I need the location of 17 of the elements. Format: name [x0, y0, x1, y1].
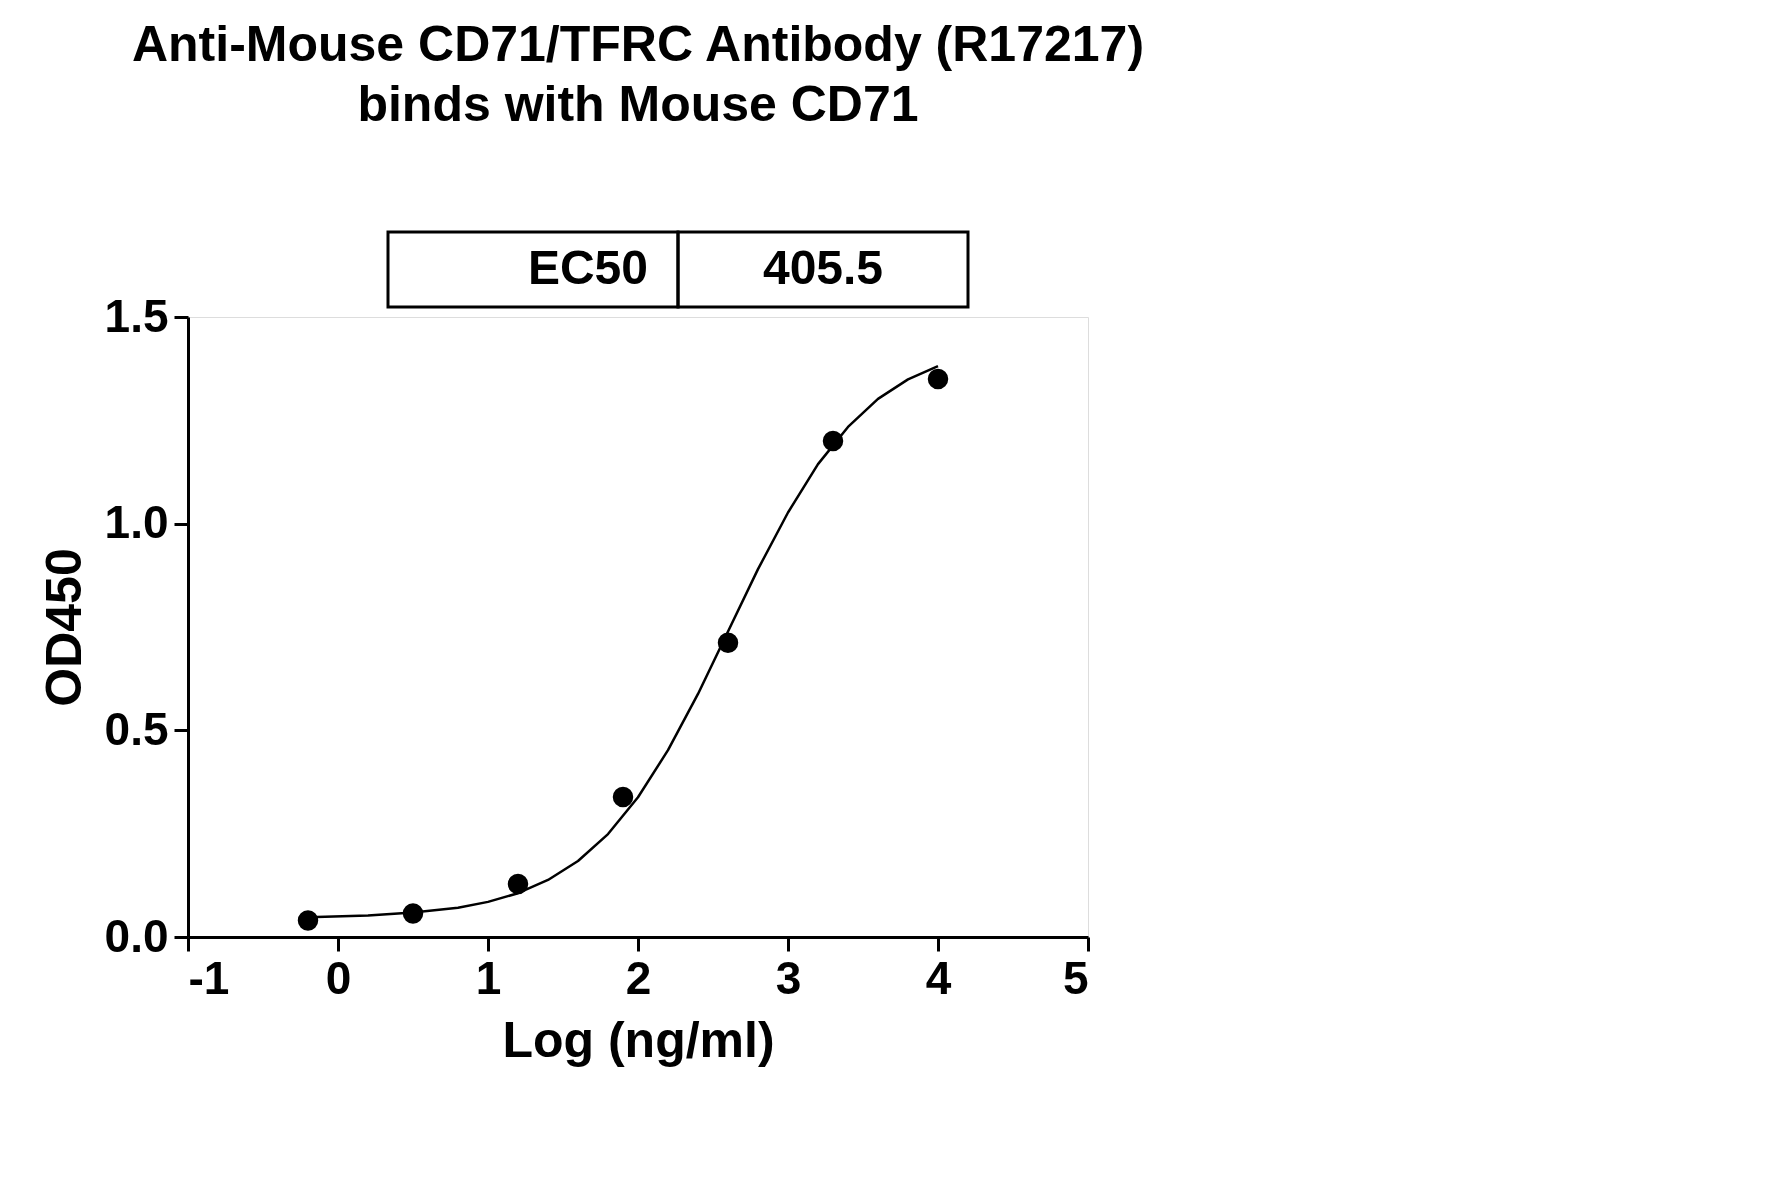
text: 405.5: [762, 241, 884, 294]
text: Anti-Mouse CD71/TFRC Antibody (R17217): [131, 15, 1145, 72]
y-tick-label: 0.0: [104, 909, 169, 962]
x-tick-label: 1: [475, 951, 502, 1004]
y-tick-label: 1.0: [104, 496, 169, 549]
x-tick-label: 5: [1062, 951, 1089, 1004]
y-axis-title: OD450: [35, 548, 92, 707]
x-tick-label: -1: [188, 951, 230, 1004]
text: binds with Mouse CD71: [357, 75, 919, 132]
x-tick-label: 3: [775, 951, 802, 1004]
y-tick-label: 0.5: [104, 702, 169, 755]
x-tick-label: 4: [925, 951, 952, 1004]
text: EC50: [527, 241, 648, 294]
x-axis-title: Log (ng/ml): [502, 1011, 775, 1068]
x-tick-label: 2: [625, 951, 652, 1004]
y-tick-label: 1.5: [104, 289, 169, 342]
x-tick-label: 0: [325, 951, 352, 1004]
